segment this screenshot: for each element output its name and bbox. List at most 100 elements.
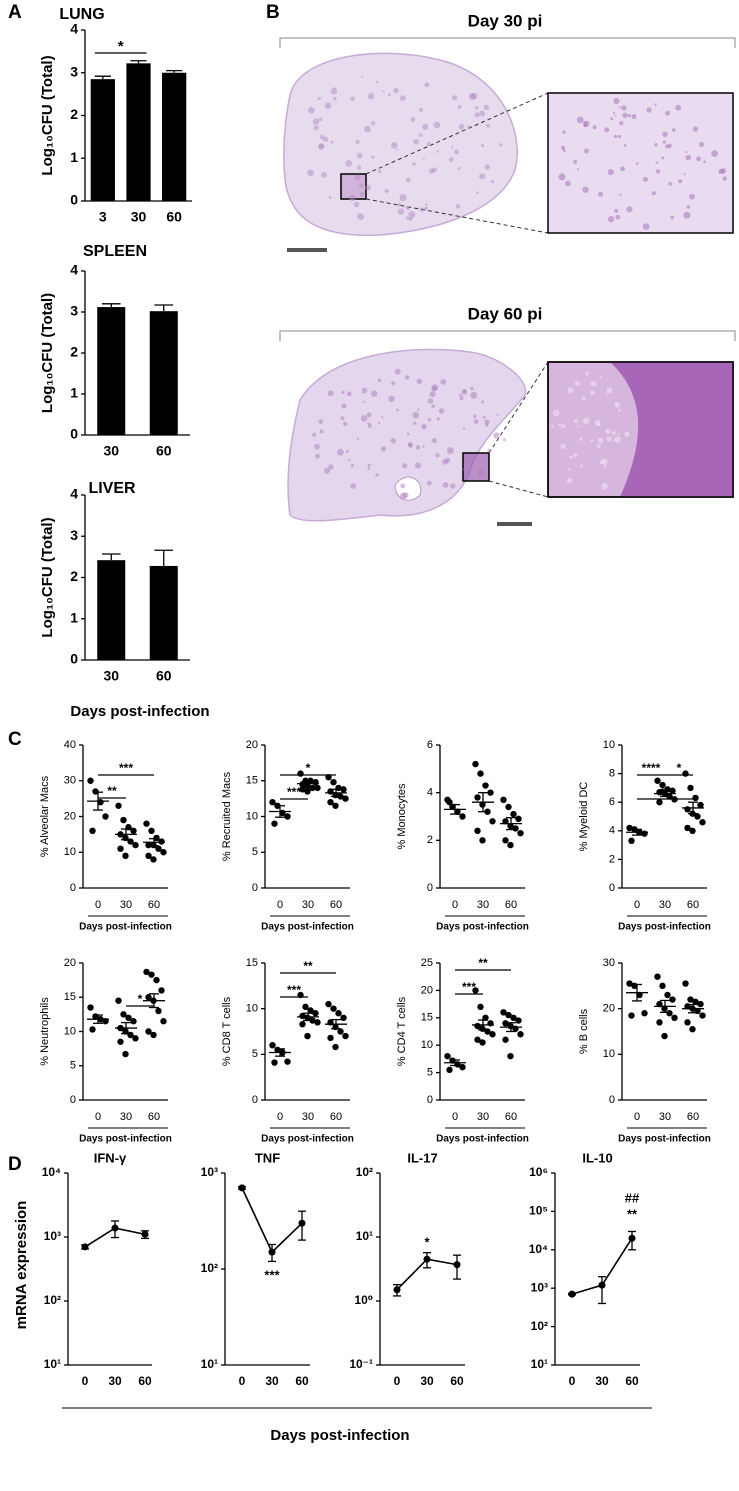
tissue-speckle — [462, 427, 466, 431]
data-point — [130, 1018, 137, 1025]
tissue-speckle — [484, 419, 490, 425]
tissue-speckle — [477, 469, 484, 476]
x-tick-label: 0 — [634, 899, 640, 911]
data-point — [115, 997, 122, 1004]
tissue-speckle — [318, 117, 323, 122]
tissue-speckle — [597, 191, 604, 197]
data-point — [479, 1039, 486, 1046]
data-point — [689, 1026, 696, 1033]
significance: * — [118, 38, 124, 55]
tissue-speckle — [619, 120, 624, 126]
x-tick-label: 60 — [156, 443, 172, 459]
tissue-speckle — [427, 417, 432, 422]
tissue-speckle — [685, 154, 692, 161]
tissue-speckle — [418, 133, 423, 138]
tissue-speckle — [399, 95, 406, 101]
data-point — [148, 827, 155, 834]
data-point — [699, 819, 706, 826]
data-point — [654, 777, 661, 784]
data-point — [312, 778, 319, 786]
data-point — [510, 810, 517, 818]
y-tick-label: 4 — [70, 262, 78, 278]
y-tick-label: 10³ — [201, 1165, 218, 1179]
data-point — [682, 770, 689, 777]
tissue-speckle — [562, 130, 566, 134]
tissue-speckle — [431, 437, 437, 444]
data-point — [284, 813, 291, 820]
tissue-speckle — [426, 480, 432, 486]
tissue-speckle — [551, 424, 555, 428]
tissue-speckle — [353, 201, 360, 208]
bar — [162, 72, 187, 201]
tissue-speckle — [482, 415, 486, 419]
x-tick-label: 0 — [277, 899, 283, 911]
y-tick-label: 1 — [70, 385, 78, 401]
data-point — [628, 837, 635, 845]
tissue-speckle — [436, 150, 439, 153]
tissue-speckle — [619, 193, 622, 197]
data-point — [143, 968, 150, 976]
tissue-speckle — [408, 211, 416, 218]
tissue-speckle — [393, 87, 399, 94]
tissue-speckle — [444, 457, 451, 463]
tissue-speckle — [607, 169, 614, 176]
bar — [149, 311, 178, 435]
tissue-speckle — [367, 467, 371, 470]
tissue-speckle — [655, 169, 661, 174]
tissue-speckle — [703, 160, 707, 164]
tissue-speckle — [635, 162, 639, 165]
bar — [97, 307, 126, 435]
data-point — [482, 782, 489, 789]
tissue-speckle — [419, 108, 423, 112]
data-point — [628, 1012, 635, 1019]
tissue-speckle — [685, 151, 688, 154]
tissue-speckle — [364, 125, 371, 133]
y-tick-label: 10⁶ — [529, 1165, 548, 1179]
tissue-speckle — [340, 416, 345, 421]
y-tick-label: 10⁴ — [42, 1165, 61, 1179]
data-point — [92, 788, 99, 795]
y-tick-label: 10 — [246, 810, 258, 822]
chart-title: IL-17 — [407, 1150, 437, 1165]
tissue-speckle — [622, 112, 628, 118]
tissue-speckle — [621, 105, 627, 111]
data-point — [671, 1014, 678, 1021]
tissue-speckle — [486, 123, 491, 128]
y-axis-title: Log₁₀CFU (Total) — [39, 55, 56, 175]
data-point — [330, 1005, 337, 1012]
tissue-speckle — [348, 458, 351, 462]
data-point — [505, 803, 512, 811]
x-axis-title: Days post-infection — [436, 922, 529, 933]
tissue-speckle — [613, 111, 616, 114]
tissue-speckle — [484, 164, 490, 170]
x-tick-label: 60 — [505, 1111, 517, 1123]
panel-label: B — [266, 2, 280, 23]
chart-title: LUNG — [59, 6, 104, 23]
tissue-speckle — [590, 390, 595, 396]
tissue-speckle — [359, 191, 365, 197]
tissue-speckle — [626, 206, 633, 213]
tissue-speckle — [429, 391, 436, 398]
tissue-speckle — [671, 127, 676, 132]
data-point — [684, 1019, 691, 1026]
data-point — [274, 1046, 281, 1053]
significance: *** — [462, 980, 476, 994]
data-point — [160, 849, 167, 856]
data-point — [510, 1014, 517, 1021]
y-tick-label: 10⁵ — [529, 1204, 548, 1218]
y-tick-label: 15 — [64, 991, 76, 1003]
tissue-speckle — [573, 453, 578, 458]
tissue-speckle — [698, 141, 705, 147]
tissue-speckle — [696, 156, 702, 162]
significance: * — [138, 992, 143, 1006]
y-axis-title: Log₁₀CFU (Total) — [39, 517, 56, 637]
y-tick-label: 15 — [246, 775, 258, 787]
tissue-speckle — [415, 462, 422, 469]
tissue-speckle — [642, 176, 649, 182]
tissue-speckle — [404, 375, 410, 380]
tissue-speckle — [590, 380, 597, 387]
data-point — [89, 827, 96, 834]
significance: ** — [107, 784, 117, 798]
tissue-speckle — [654, 103, 657, 106]
tissue-speckle — [585, 371, 590, 376]
